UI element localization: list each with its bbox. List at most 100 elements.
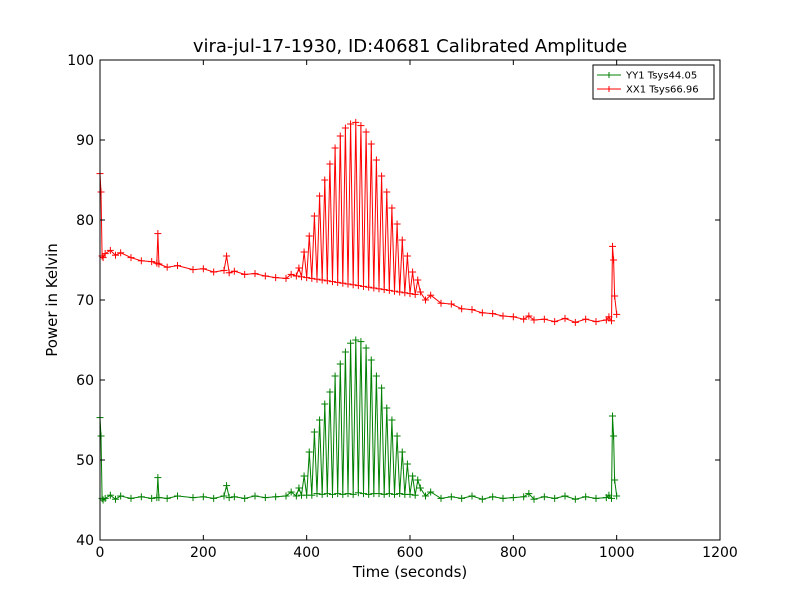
data-point [316,192,324,200]
data-point [318,490,326,498]
data-point [414,476,422,484]
data-point [154,230,162,238]
data-point [540,493,548,501]
data-point [305,232,313,240]
data-point [341,124,349,132]
data-point [282,274,290,282]
data-point [367,140,375,148]
data-point [112,251,119,259]
data-point [349,490,357,498]
data-point [414,276,422,284]
data-point [468,492,476,500]
data-point [571,318,579,326]
data-point [210,494,218,502]
data-point [525,490,533,498]
data-point [295,264,303,272]
data-point [370,284,378,292]
data-point [427,291,435,299]
data-point [326,388,334,396]
data-point [241,494,249,502]
x-tick-label: 400 [293,545,320,561]
data-point [561,492,569,500]
series-0 [96,336,621,504]
data-point [437,299,445,307]
data-point [230,493,238,501]
data-point [409,472,417,480]
legend: YY1 Tsys44.05 XX1 Tsys66.96 [592,64,715,100]
data-point [388,416,396,424]
data-point [447,493,455,501]
data-point [261,494,269,502]
data-point [321,400,329,408]
data-point [287,270,295,278]
data-point [326,160,334,168]
data-point [422,296,429,304]
data-point [106,246,114,254]
data-point [608,494,615,502]
data-point [112,495,119,503]
data-point [608,317,615,325]
data-point [561,314,569,322]
x-axis-label: Time (seconds) [352,563,468,581]
data-point [385,490,393,498]
data-point [388,204,396,212]
data-point [411,491,419,499]
data-point [380,286,388,294]
data-point [520,493,528,501]
x-tick-label: 1000 [599,545,635,561]
data-point [489,493,497,501]
data-point [148,494,156,502]
data-point [613,492,621,500]
data-point [117,492,125,500]
data-point [393,432,401,440]
data-point [354,489,362,497]
data-point [329,278,336,286]
data-point [478,495,486,503]
data-point [582,493,590,501]
x-tick-label: 200 [190,545,217,561]
data-point [611,292,619,300]
series-1 [96,118,621,326]
data-point [336,360,344,368]
data-point [509,494,517,502]
legend-label: XX1 Tsys66.96 [626,85,699,96]
data-point [223,482,231,490]
data-point [357,122,365,130]
data-point [339,490,347,498]
data-point [331,372,339,380]
data-point [334,278,342,286]
data-point [352,336,360,344]
data-point [458,305,466,313]
data-point [406,490,414,498]
data-point [499,494,507,502]
data-point [478,309,486,317]
chart-title: vira-jul-17-1930, ID:40681 Calibrated Am… [193,36,627,57]
data-point [378,384,386,392]
legend-box [592,64,715,100]
y-tick-label: 70 [76,293,94,309]
data-point [391,287,398,295]
data-point [403,460,411,468]
data-point [223,252,231,260]
data-point [174,262,181,270]
data-point [106,491,114,499]
data-point [308,491,316,499]
data-point [609,412,617,420]
data-point [282,492,290,500]
data-point [592,318,600,326]
data-point [97,188,105,196]
data-point [199,493,207,501]
data-point [220,492,228,500]
data-point [530,316,538,324]
data-point [316,416,324,424]
data-point [383,188,391,196]
data-point [530,495,538,503]
data-point [329,490,336,498]
data-point [401,289,409,297]
data-point [372,372,380,380]
data-point [372,156,380,164]
data-point [360,490,367,498]
data-point [391,490,398,498]
x-tick-label: 1200 [702,545,738,561]
